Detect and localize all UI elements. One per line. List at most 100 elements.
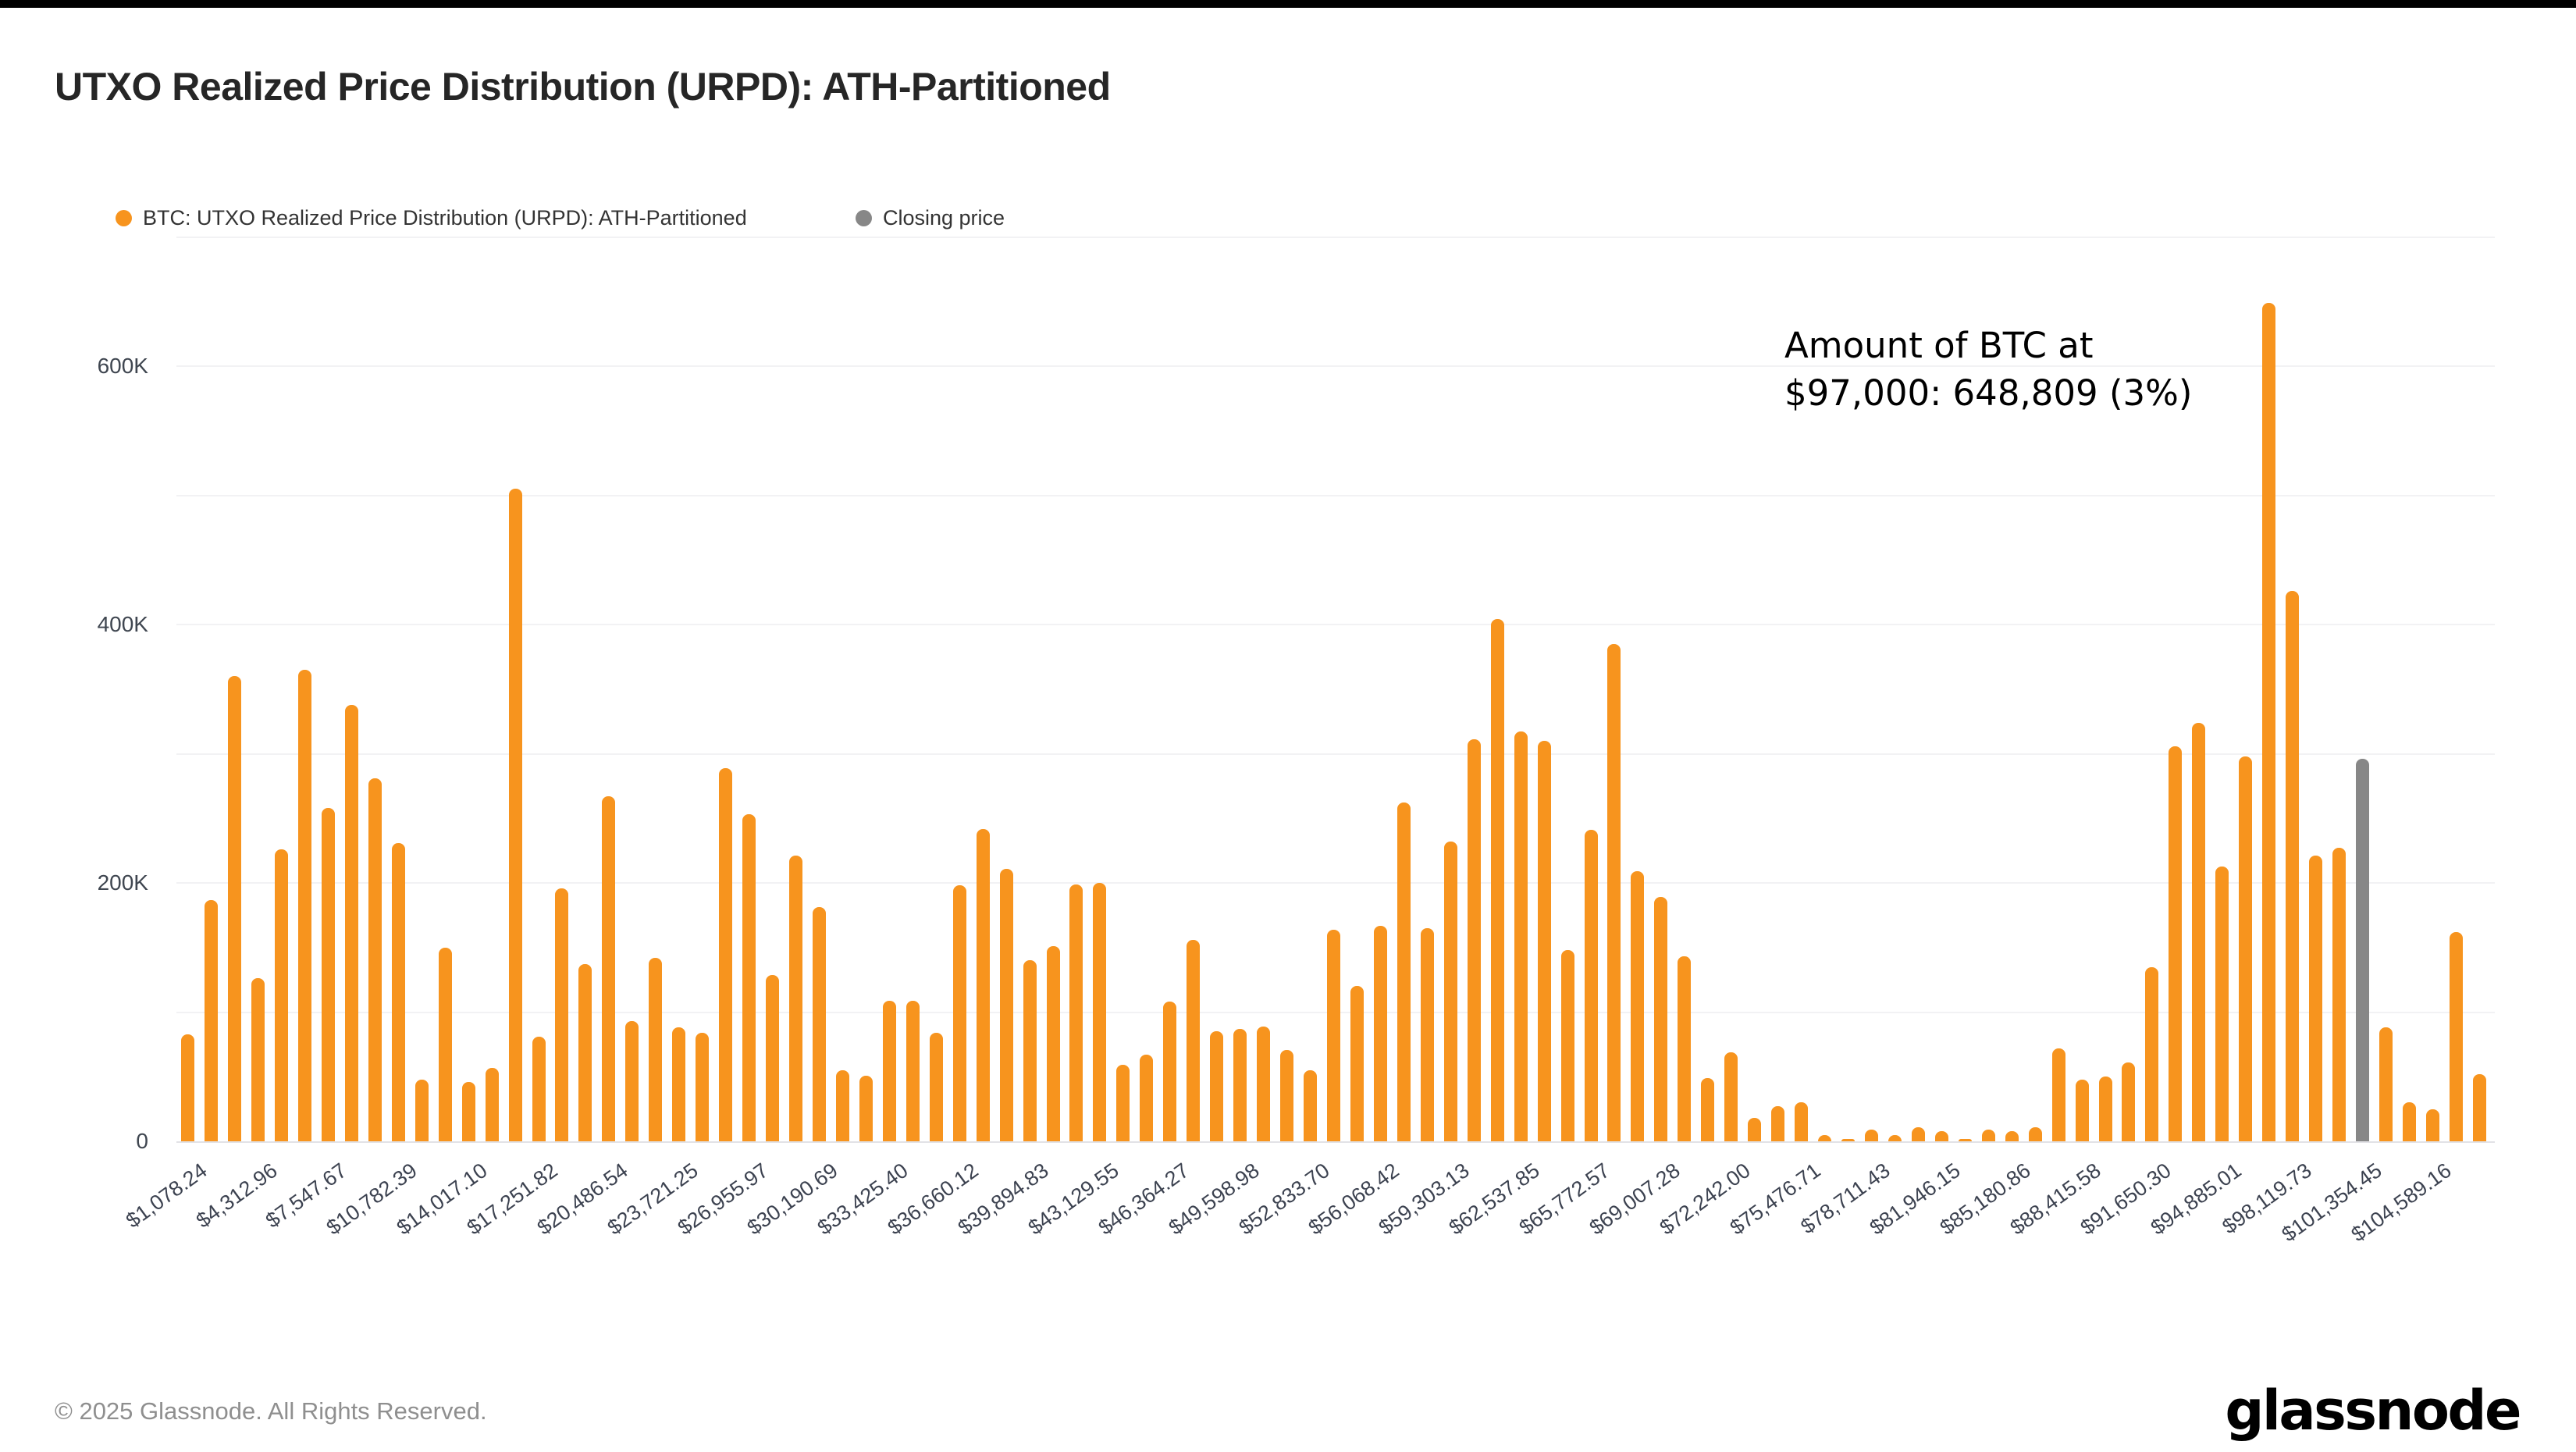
bar[interactable] bbox=[1701, 1077, 1715, 1141]
bar[interactable] bbox=[205, 899, 219, 1141]
bar[interactable] bbox=[2332, 848, 2347, 1141]
bar[interactable] bbox=[1560, 950, 1574, 1141]
bar[interactable] bbox=[906, 1000, 920, 1141]
bar[interactable] bbox=[602, 796, 616, 1141]
bar[interactable] bbox=[578, 964, 592, 1141]
bar[interactable] bbox=[368, 778, 382, 1141]
bar[interactable] bbox=[1818, 1134, 1832, 1141]
bar[interactable] bbox=[2215, 866, 2229, 1141]
bar[interactable] bbox=[1841, 1138, 1855, 1141]
bar[interactable] bbox=[1046, 946, 1060, 1141]
bar[interactable] bbox=[1420, 927, 1434, 1141]
bar[interactable] bbox=[1326, 929, 1340, 1141]
bar[interactable] bbox=[1490, 619, 1504, 1141]
bar[interactable] bbox=[2309, 856, 2323, 1141]
bar[interactable] bbox=[2402, 1102, 2416, 1141]
bar[interactable] bbox=[742, 814, 756, 1141]
bar[interactable] bbox=[2449, 931, 2463, 1141]
bar[interactable] bbox=[1397, 803, 1411, 1141]
bar[interactable] bbox=[789, 856, 803, 1141]
bar[interactable] bbox=[929, 1032, 943, 1141]
bar[interactable] bbox=[882, 1000, 896, 1141]
bar[interactable] bbox=[297, 669, 311, 1141]
bar[interactable] bbox=[1795, 1102, 1809, 1141]
bar[interactable] bbox=[1958, 1138, 1972, 1141]
bar[interactable] bbox=[835, 1069, 849, 1141]
bar[interactable] bbox=[1864, 1130, 1878, 1141]
bar[interactable] bbox=[1069, 884, 1083, 1141]
bar[interactable] bbox=[1607, 643, 1621, 1141]
bar[interactable] bbox=[859, 1075, 873, 1141]
bar[interactable] bbox=[1654, 897, 1668, 1141]
bar[interactable] bbox=[2051, 1048, 2065, 1141]
bar[interactable] bbox=[1748, 1118, 1762, 1141]
bar[interactable] bbox=[696, 1032, 710, 1141]
bar[interactable] bbox=[2075, 1079, 2089, 1141]
bar[interactable] bbox=[1724, 1052, 1738, 1141]
bar[interactable] bbox=[2239, 756, 2253, 1141]
closing-price-bar[interactable] bbox=[2356, 759, 2369, 1141]
bar[interactable] bbox=[181, 1034, 195, 1141]
bar[interactable] bbox=[1537, 740, 1551, 1141]
bar[interactable] bbox=[2262, 303, 2276, 1141]
bar[interactable] bbox=[1257, 1026, 1271, 1141]
bar[interactable] bbox=[2005, 1130, 2019, 1141]
bar[interactable] bbox=[1443, 842, 1457, 1141]
bar[interactable] bbox=[1187, 939, 1201, 1141]
bar[interactable] bbox=[1023, 960, 1037, 1141]
bar[interactable] bbox=[2145, 966, 2159, 1141]
bar[interactable] bbox=[1350, 986, 1364, 1141]
bar[interactable] bbox=[1140, 1055, 1154, 1141]
bar[interactable] bbox=[1116, 1065, 1130, 1141]
legend-item-closing-price[interactable]: Closing price bbox=[856, 205, 1005, 231]
bar[interactable] bbox=[485, 1067, 499, 1141]
bar[interactable] bbox=[976, 828, 990, 1141]
bar[interactable] bbox=[1467, 739, 1481, 1141]
bar[interactable] bbox=[228, 676, 242, 1141]
bar[interactable] bbox=[555, 888, 569, 1141]
bar[interactable] bbox=[2122, 1062, 2136, 1141]
bar[interactable] bbox=[1373, 925, 1387, 1141]
bar[interactable] bbox=[1678, 956, 1692, 1141]
bar[interactable] bbox=[2169, 746, 2183, 1141]
bar[interactable] bbox=[2425, 1109, 2439, 1141]
bar[interactable] bbox=[1233, 1029, 1247, 1141]
bar[interactable] bbox=[2472, 1073, 2486, 1141]
bar[interactable] bbox=[275, 849, 289, 1141]
bar[interactable] bbox=[672, 1027, 686, 1141]
bar[interactable] bbox=[812, 907, 826, 1141]
bar[interactable] bbox=[2192, 722, 2206, 1141]
bar[interactable] bbox=[1631, 871, 1645, 1141]
bar[interactable] bbox=[415, 1079, 429, 1141]
bar[interactable] bbox=[1210, 1031, 1224, 1141]
bar[interactable] bbox=[1514, 731, 1528, 1141]
bar[interactable] bbox=[1163, 1002, 1177, 1141]
bar[interactable] bbox=[251, 978, 265, 1141]
bar[interactable] bbox=[1771, 1106, 1785, 1141]
bar[interactable] bbox=[508, 489, 522, 1141]
bar[interactable] bbox=[649, 958, 663, 1141]
bar[interactable] bbox=[1981, 1130, 1995, 1141]
bar[interactable] bbox=[1911, 1126, 1925, 1141]
bar[interactable] bbox=[1888, 1134, 1902, 1141]
bar[interactable] bbox=[1093, 883, 1107, 1141]
bar[interactable] bbox=[719, 767, 733, 1141]
bar[interactable] bbox=[391, 842, 405, 1141]
bar[interactable] bbox=[625, 1021, 639, 1141]
bar[interactable] bbox=[321, 808, 335, 1141]
bar[interactable] bbox=[461, 1081, 475, 1141]
bar[interactable] bbox=[1934, 1130, 1948, 1141]
bar[interactable] bbox=[2379, 1027, 2393, 1141]
bar[interactable] bbox=[1304, 1069, 1318, 1141]
bar[interactable] bbox=[1584, 830, 1598, 1141]
bar[interactable] bbox=[952, 885, 966, 1141]
bar[interactable] bbox=[2286, 591, 2300, 1141]
bar[interactable] bbox=[532, 1036, 546, 1141]
bar[interactable] bbox=[344, 704, 358, 1141]
bar[interactable] bbox=[766, 974, 780, 1141]
legend-item-urpd[interactable]: BTC: UTXO Realized Price Distribution (U… bbox=[116, 205, 747, 231]
bar[interactable] bbox=[1280, 1049, 1294, 1141]
bar[interactable] bbox=[2028, 1126, 2042, 1141]
bar[interactable] bbox=[2098, 1077, 2112, 1141]
bar[interactable] bbox=[438, 947, 452, 1141]
